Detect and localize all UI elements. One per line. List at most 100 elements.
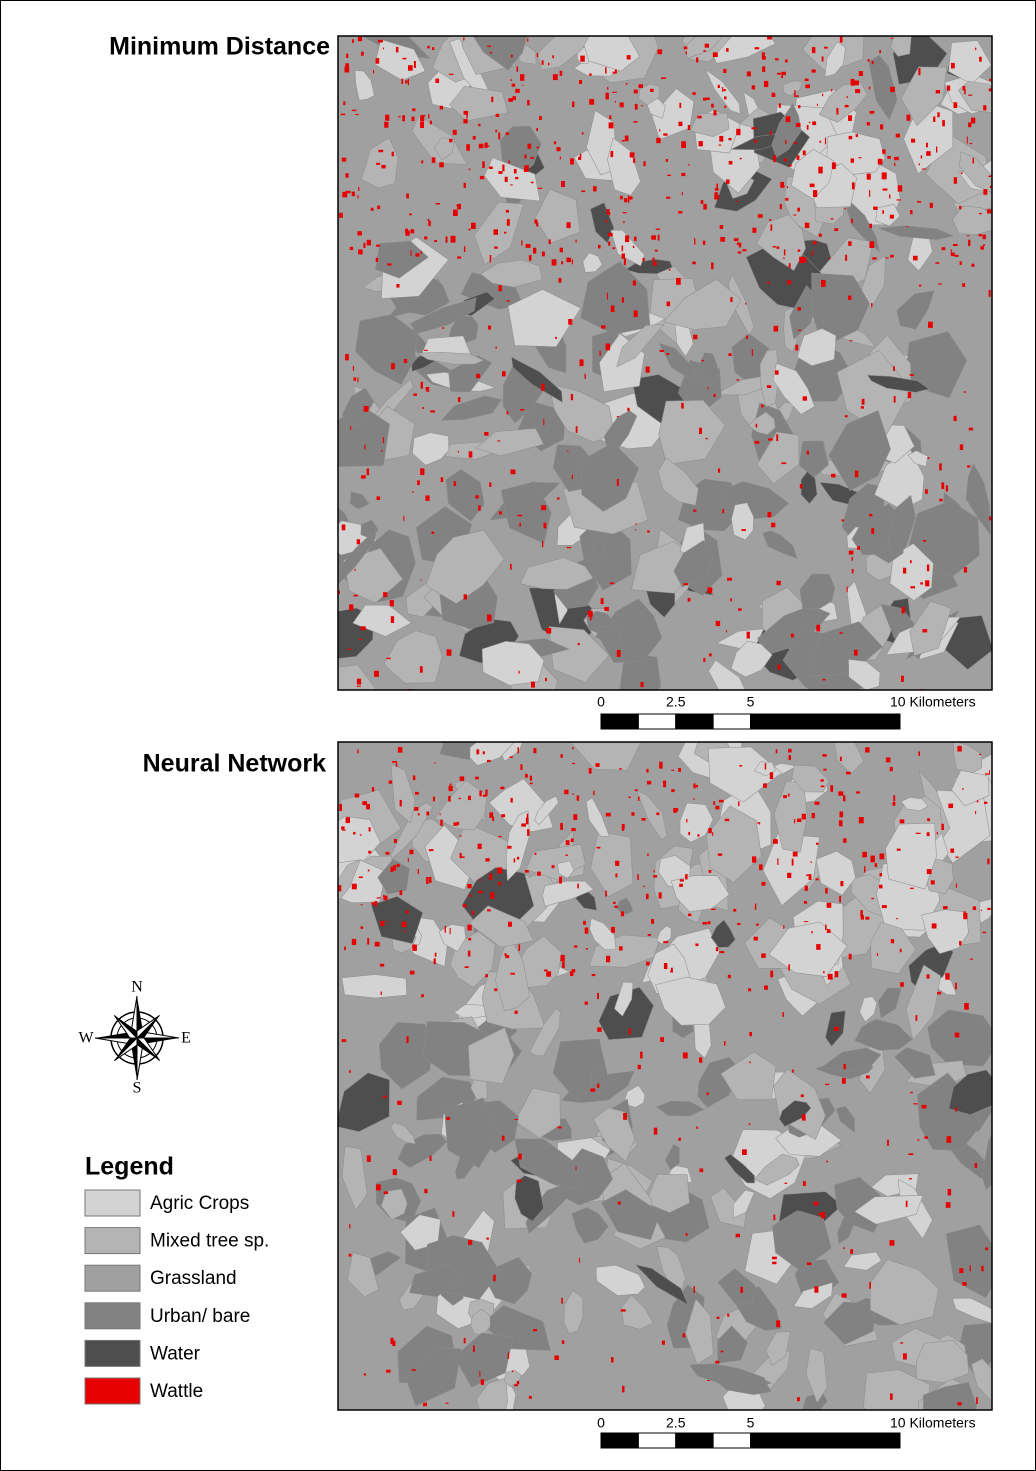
wattle-speck [357,231,362,235]
wattle-speck [752,349,753,356]
wattle-speck [688,914,692,917]
wattle-speck [418,813,420,815]
wattle-speck [709,870,712,873]
wattle-speck [696,1126,698,1129]
wattle-speck [930,203,933,208]
wattle-speck [768,512,772,518]
wattle-speck [729,353,732,356]
wattle-speck [363,243,365,248]
wattle-speck [697,116,701,119]
wattle-speck [797,1397,800,1401]
wattle-speck [851,79,855,86]
wattle-speck [546,971,551,976]
wattle-speck [380,964,384,967]
wattle-speck [883,189,888,191]
wattle-speck [680,879,684,881]
wattle-speck [636,523,637,524]
wattle-speck [408,65,413,71]
wattle-speck [955,983,957,990]
wattle-speck [339,213,343,218]
wattle-speck [796,123,801,127]
wattle-speck [510,756,513,758]
wattle-speck [667,175,671,176]
wattle-speck [968,240,970,246]
wattle-speck [663,133,667,135]
wattle-speck [814,1202,818,1206]
wattle-speck [458,451,459,453]
wattle-speck [856,791,860,793]
wattle-speck [613,247,616,249]
wattle-speck [975,1163,977,1168]
wattle-speck [985,773,990,774]
wattle-speck [935,262,939,264]
scale-segment [713,1433,750,1448]
wattle-speck [955,857,958,858]
wattle-speck [611,927,615,933]
wattle-speck [708,387,709,390]
wattle-speck [498,882,501,886]
wattle-speck [345,173,348,178]
wattle-speck [886,757,891,762]
wattle-speck [610,582,614,584]
wattle-speck [919,164,921,166]
wattle-speck [342,158,346,162]
wattle-speck [773,155,776,162]
wattle-speck [647,854,649,856]
wattle-speck [681,141,686,148]
wattle-speck [840,812,844,818]
wattle-speck [660,1037,664,1042]
wattle-speck [928,457,930,459]
wattle-speck [620,196,623,200]
wattle-speck [404,359,407,363]
wattle-speck [342,830,346,831]
wattle-speck [572,794,574,795]
wattle-speck [822,56,824,61]
wattle-speck [755,904,756,910]
wattle-speck [449,786,453,791]
wattle-speck [435,79,439,83]
wattle-speck [907,226,909,227]
wattle-speck [405,80,407,83]
wattle-speck [499,836,502,837]
wattle-speck [768,438,773,440]
wattle-speck [880,873,883,876]
wattle-speck [560,71,563,76]
wattle-speck [823,769,826,771]
wattle-speck [854,650,858,656]
wattle-speck [773,1215,775,1221]
scale-segment [601,714,638,729]
wattle-speck [890,255,894,258]
wattle-speck [499,511,502,514]
wattle-speck [582,132,584,135]
wattle-speck [909,1153,914,1155]
wattle-speck [939,463,942,470]
wattle-speck [577,884,579,889]
wattle-speck [599,351,600,356]
wattle-speck [809,122,811,123]
scale-segment [751,714,901,729]
compass-e: E [181,1030,191,1047]
wattle-speck [764,986,768,990]
wattle-speck [368,851,371,854]
wattle-speck [552,865,555,868]
wattle-speck [637,874,639,880]
wattle-speck [847,586,848,592]
wattle-speck [510,564,512,570]
wattle-speck [954,102,958,108]
wattle-speck [371,208,374,211]
wattle-speck [942,247,946,250]
wattle-speck [502,1136,505,1141]
wattle-speck [381,165,385,169]
wattle-speck [490,259,491,263]
wattle-speck [607,209,610,215]
wattle-speck [653,875,657,877]
wattle-speck [761,953,766,958]
wattle-speck [708,587,713,593]
wattle-speck [514,169,517,173]
wattle-speck [698,834,700,837]
wattle-speck [959,1268,963,1273]
wattle-speck [634,121,638,123]
wattle-speck [964,1003,969,1010]
wattle-speck [844,1064,846,1069]
wattle-speck [344,947,346,951]
